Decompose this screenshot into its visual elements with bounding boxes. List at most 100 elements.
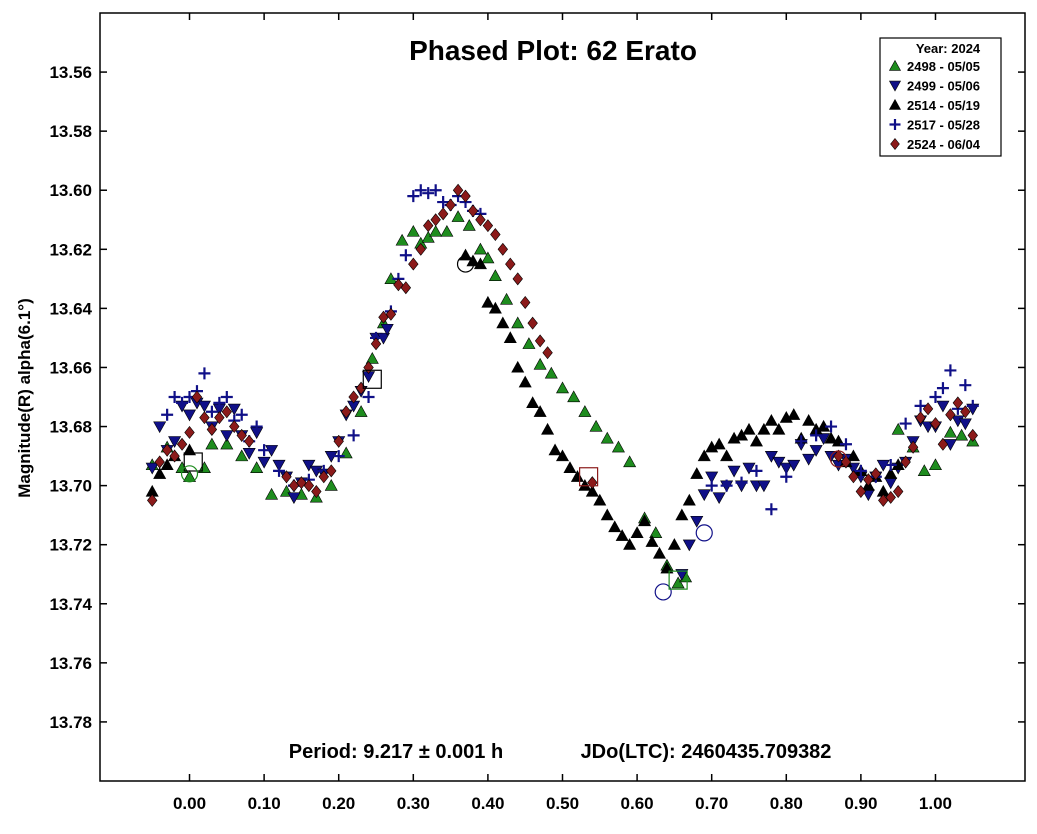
data-point — [214, 411, 225, 425]
data-point — [848, 470, 859, 484]
data-point — [541, 422, 555, 435]
data-point — [522, 337, 536, 349]
legend-box — [879, 37, 1002, 157]
data-point — [191, 390, 203, 404]
data-point — [475, 213, 486, 227]
data-point — [235, 449, 249, 462]
data-point — [772, 422, 786, 435]
data-point — [296, 476, 307, 490]
data-point — [497, 242, 509, 256]
data-point — [563, 461, 577, 473]
data-point — [365, 351, 379, 364]
data-point — [257, 456, 271, 469]
data-point — [833, 449, 844, 463]
data-point — [945, 408, 956, 422]
y-tick-label: 13.58 — [49, 122, 92, 141]
data-point — [393, 278, 404, 292]
data-point — [914, 399, 927, 412]
data-point — [795, 435, 808, 448]
data-point — [526, 396, 540, 409]
data-point — [437, 196, 450, 209]
data-point — [205, 437, 219, 450]
data-point — [145, 462, 159, 475]
data-point — [488, 301, 502, 314]
legend-marker-2499 — [888, 80, 902, 92]
data-point — [490, 228, 501, 242]
data-point — [481, 295, 495, 308]
data-point — [682, 539, 696, 552]
reference-square — [362, 369, 382, 389]
data-point — [900, 455, 911, 469]
data-point — [500, 292, 514, 305]
data-point — [303, 479, 315, 493]
data-point — [697, 489, 711, 502]
data-point — [197, 400, 211, 413]
data-point — [593, 493, 607, 506]
data-point — [907, 440, 919, 454]
data-point — [160, 458, 174, 471]
data-point — [690, 467, 704, 479]
reference-circle — [180, 465, 199, 483]
data-point — [287, 492, 301, 505]
data-point — [154, 455, 165, 469]
data-point — [511, 316, 525, 329]
data-point — [422, 187, 435, 200]
data-point — [229, 420, 240, 434]
y-axis-ticks: 13.56 13.58 13.60 13.62 13.64 13.66 13.68 13.70… — [49, 63, 1025, 732]
data-point — [966, 399, 979, 412]
data-point — [660, 561, 674, 574]
data-point — [764, 450, 778, 463]
data-point — [348, 390, 359, 404]
data-point — [802, 414, 816, 426]
data-point — [645, 535, 659, 547]
data-point — [370, 337, 382, 351]
x-tick-label: 0.60 — [621, 794, 654, 813]
data-point — [395, 233, 409, 246]
data-point — [161, 408, 174, 421]
data-point — [512, 272, 523, 286]
data-point — [407, 190, 420, 203]
data-point — [400, 281, 412, 295]
x-tick-label: 0.80 — [770, 794, 803, 813]
data-point — [380, 323, 394, 336]
data-point — [585, 484, 599, 497]
data-point — [772, 456, 786, 469]
data-point — [967, 428, 978, 442]
data-point — [242, 448, 256, 460]
data-point — [445, 198, 456, 212]
data-point — [917, 464, 931, 476]
reference-square — [668, 570, 688, 590]
data-point — [176, 396, 189, 409]
data-point — [183, 409, 197, 422]
data-point — [213, 396, 226, 409]
data-point — [227, 403, 241, 416]
data-point — [757, 480, 771, 493]
data-point — [649, 526, 663, 538]
reference-circle — [829, 450, 848, 468]
x-tick-label: 0.00 — [173, 794, 206, 813]
legend-items: 2498 - 05/05 2499 - 05/06 2514 - 05/19 2517… — [888, 59, 981, 152]
data-point — [870, 467, 881, 481]
data-point — [705, 471, 719, 484]
data-point — [169, 449, 180, 463]
data-point — [415, 242, 426, 256]
x-tick-label: 0.20 — [322, 794, 355, 813]
y-tick-label: 13.76 — [49, 654, 92, 673]
legend-label: 2524 - 06/04 — [907, 137, 981, 152]
data-point — [542, 346, 553, 360]
data-point — [533, 357, 547, 370]
data-point — [430, 213, 441, 227]
data-point — [235, 408, 248, 421]
data-point — [936, 382, 949, 395]
data-point — [199, 411, 210, 425]
data-point — [184, 425, 195, 439]
y-tick-label: 13.74 — [49, 595, 92, 614]
y-tick-label: 13.60 — [49, 181, 92, 200]
data-point — [922, 402, 934, 416]
data-point — [318, 470, 329, 484]
data-point — [183, 443, 197, 456]
data-point — [727, 465, 741, 478]
data-point — [544, 366, 558, 379]
x-tick-label: 0.90 — [844, 794, 877, 813]
